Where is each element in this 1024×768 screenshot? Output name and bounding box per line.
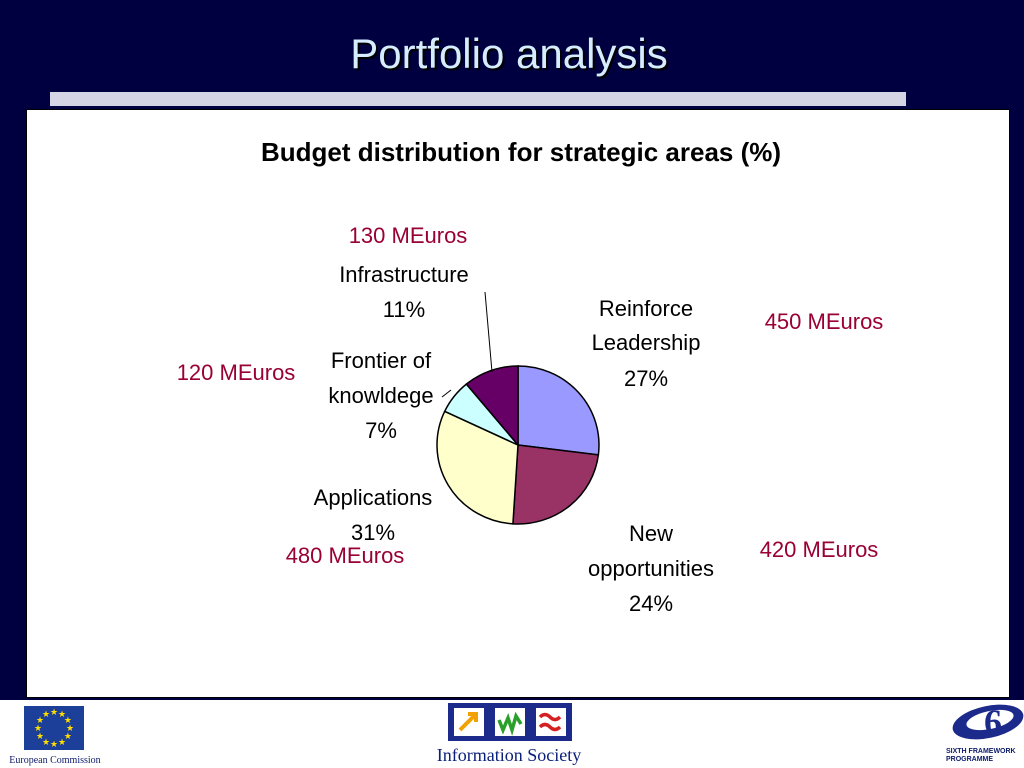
pie-slice-reinforce-leadership	[517, 365, 600, 456]
information-society-icon	[448, 703, 572, 741]
sixth-framework-line-1: SIXTH FRAMEWORK	[946, 748, 1016, 755]
eu-star-icon: ★	[64, 731, 72, 741]
slide-title: Portfolio analysis	[350, 30, 668, 77]
slice-percent-label: 11%	[383, 297, 425, 322]
leader-line	[441, 389, 452, 398]
information-society-logo: Information Society	[432, 700, 586, 768]
footer: ★ ★ ★ ★ ★ ★ ★ ★ ★ ★ ★ ★ European Commission Informa…	[0, 700, 1024, 768]
eu-star-icon: ★	[50, 739, 58, 749]
slice-label: New	[629, 521, 673, 546]
sixth-framework-line-2: PROGRAMME	[946, 756, 994, 763]
slice-label: opportunities	[588, 556, 714, 581]
slice-amount-label: 130 MEuros	[349, 223, 468, 248]
slice-label: Frontier of	[331, 348, 432, 373]
sixth-framework-text: SIXTH FRAMEWORK PROGRAMME	[946, 748, 1024, 764]
sixth-framework-logo: 6 SIXTH FRAMEWORK PROGRAMME	[944, 700, 1024, 768]
slice-label: Reinforce	[599, 296, 693, 321]
eu-star-icon: ★	[66, 723, 74, 733]
eu-star-icon: ★	[58, 737, 66, 747]
leader-line	[484, 291, 493, 373]
eu-star-icon: ★	[34, 723, 42, 733]
eu-star-icon: ★	[58, 709, 66, 719]
eu-star-icon: ★	[50, 707, 58, 717]
pie-chart: Budget distribution for strategic areas …	[177, 137, 884, 616]
eu-star-icon: ★	[36, 731, 44, 741]
slice-percent-label: 31%	[351, 520, 395, 545]
slice-amount-label: 120 MEuros	[177, 360, 296, 385]
slice-amount-label: 480 MEuros	[286, 543, 405, 568]
slice-amount-label: 420 MEuros	[760, 537, 879, 562]
slice-percent-label: 7%	[365, 418, 397, 443]
eu-star-icon: ★	[42, 737, 50, 747]
eu-star-icon: ★	[42, 709, 50, 719]
eu-star-icon: ★	[64, 715, 72, 725]
slice-label: Infrastructure	[339, 262, 469, 287]
information-society-text: Information Society	[436, 745, 582, 765]
pie-slice-new-opportunities	[512, 444, 600, 525]
eu-flag-icon: ★★★★★★★★★ ★ ★★	[22, 704, 86, 752]
european-commission-logo: ★ ★ ★ ★ ★ ★ ★ ★ ★ ★ ★ ★ European Commission	[0, 700, 110, 768]
slice-percent-label: 24%	[629, 591, 673, 616]
slice-label: knowldege	[328, 383, 433, 408]
slice-percent-label: 27%	[624, 366, 668, 391]
pie-slice-infrastructure	[465, 365, 519, 448]
european-commission-text: European Commission	[9, 755, 101, 766]
chart-title: Budget distribution for strategic areas …	[261, 137, 781, 167]
pie-slice-applications	[436, 410, 519, 525]
chart-panel: Budget distribution for strategic areas …	[26, 109, 1010, 698]
sixth-framework-icon: 6	[952, 702, 1024, 742]
title-underline-bar	[50, 92, 906, 106]
slice-label: Leadership	[592, 330, 701, 355]
slice-amount-label: 450 MEuros	[765, 309, 884, 334]
svg-text:6: 6	[984, 702, 1002, 742]
slice-label: Applications	[314, 485, 433, 510]
eu-star-icon: ★	[36, 715, 44, 725]
